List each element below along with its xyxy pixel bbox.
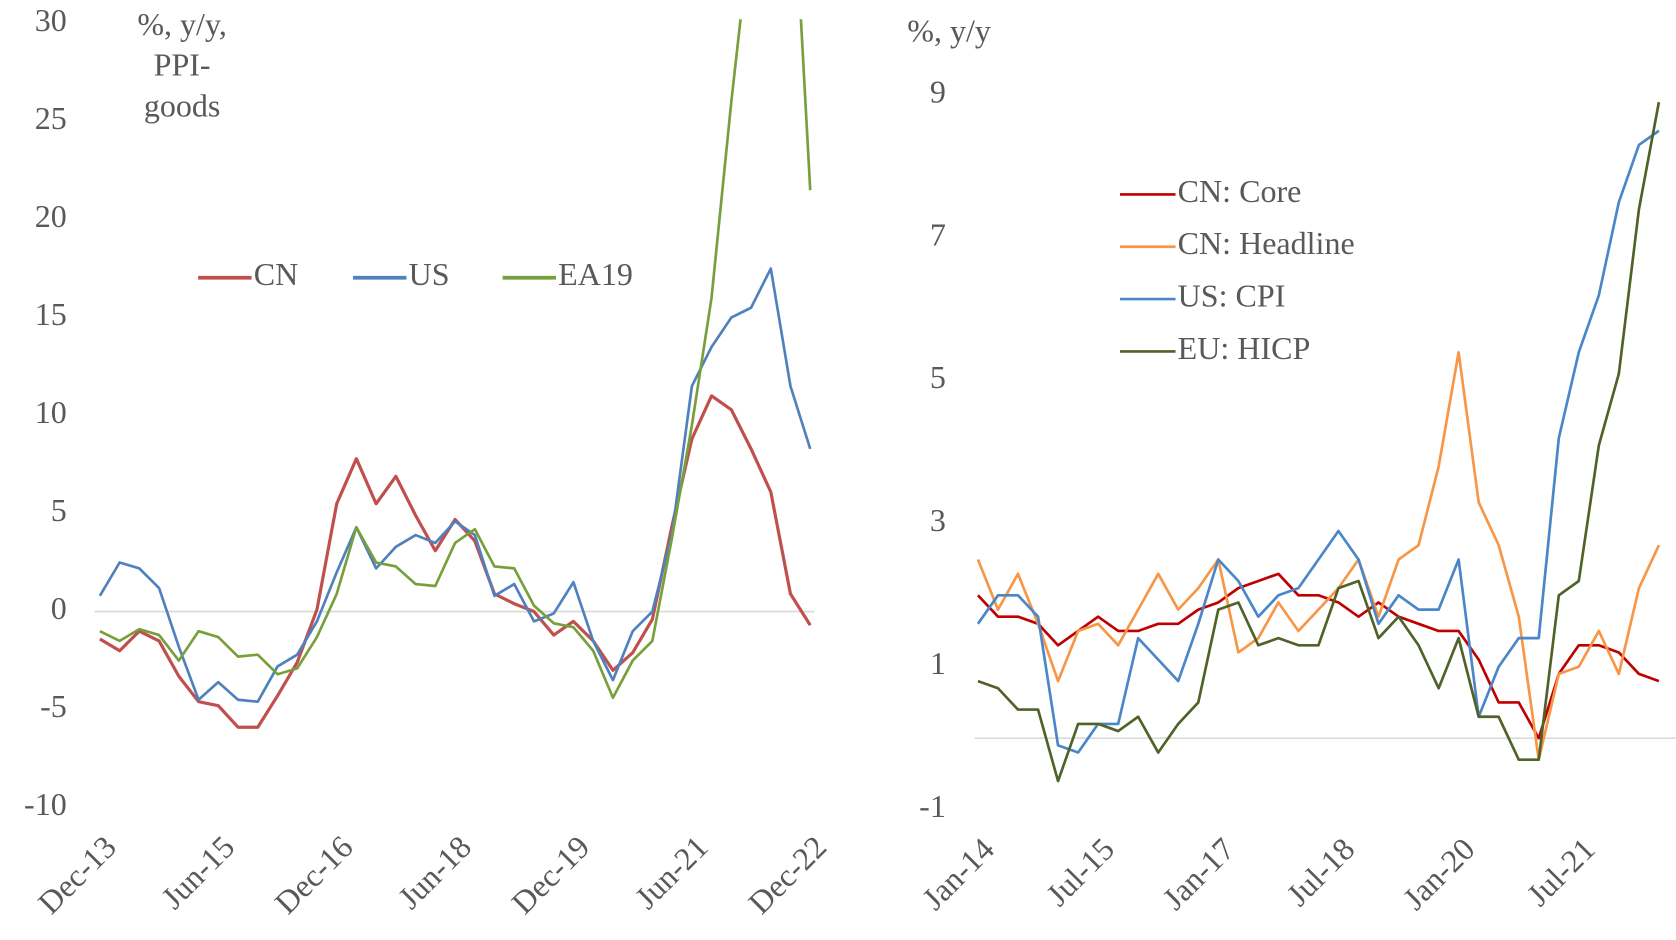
series-line	[976, 572, 1660, 740]
y-tick-label: -5	[40, 688, 67, 724]
x-tick-label: Jul-18	[1279, 831, 1361, 913]
x-tick-label: Dec-13	[31, 829, 123, 921]
x-tick-label: Jul-21	[1520, 831, 1602, 913]
y-tick-label: -1	[919, 788, 946, 824]
series-line	[976, 350, 1661, 762]
x-tick-label: Jun-18	[391, 829, 478, 916]
legend-label: EU: HICP	[1178, 330, 1311, 366]
series-line	[98, 267, 812, 704]
y-tick-label: 5	[51, 492, 67, 528]
series-line	[99, 394, 812, 729]
series-line	[99, 19, 812, 700]
y-axis-label: PPI-	[154, 47, 211, 83]
y-tick-label: 20	[35, 198, 67, 234]
legend-label: CN	[254, 256, 299, 292]
x-tick-label: Jan-14	[915, 831, 1001, 917]
x-tick-label: Dec-19	[504, 829, 596, 921]
legend: CN US EA19	[198, 256, 633, 292]
legend-label: CN: Headline	[1178, 225, 1355, 261]
y-tick-label: 0	[51, 590, 67, 626]
legend-label: CN: Core	[1178, 173, 1302, 209]
y-tick-label: 30	[35, 2, 67, 38]
y-tick-label: 25	[35, 100, 67, 136]
y-tick-label: 15	[35, 296, 67, 332]
x-tick-label: Jul-15	[1039, 831, 1121, 913]
plot-area	[976, 101, 1661, 783]
y-tick-label: 7	[930, 216, 946, 252]
x-tick-label: Jan-17	[1155, 831, 1241, 917]
y-tick-label: 10	[35, 394, 67, 430]
y-axis-label: %, y/y	[907, 13, 991, 49]
y-tick-label: 5	[930, 359, 946, 395]
plot-area	[98, 19, 812, 729]
series-line	[977, 101, 1661, 783]
legend-label: US	[409, 256, 450, 292]
y-axis-label: %, y/y,	[137, 6, 227, 42]
y-tick-label: 3	[930, 502, 946, 538]
legend: CN: Core CN: Headline US: CPI EU: HICP	[1120, 173, 1355, 366]
x-tick-label: Jan-20	[1396, 831, 1482, 917]
y-axis-label: goods	[144, 87, 221, 123]
y-tick-label: 1	[930, 645, 946, 681]
legend-label: US: CPI	[1178, 277, 1286, 313]
x-tick-label: Jun-15	[154, 829, 241, 916]
x-tick-label: Dec-16	[268, 829, 360, 921]
y-tick-label: -10	[24, 786, 67, 822]
series-line	[976, 129, 1660, 754]
x-tick-label: Dec-22	[741, 829, 833, 921]
x-tick-label: Jun-21	[628, 829, 715, 916]
legend-label: EA19	[558, 256, 633, 292]
y-tick-label: 9	[930, 73, 946, 109]
